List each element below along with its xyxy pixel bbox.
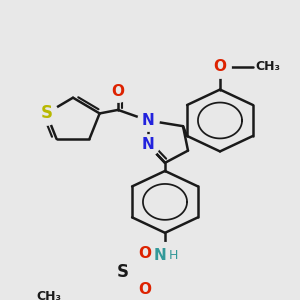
Text: S: S: [117, 263, 129, 281]
Text: N: N: [142, 137, 154, 152]
Text: N: N: [142, 113, 154, 128]
Text: O: O: [112, 84, 124, 99]
Text: H: H: [168, 249, 178, 262]
Text: O: O: [139, 282, 152, 297]
Text: S: S: [40, 104, 52, 122]
Text: CH₃: CH₃: [255, 60, 280, 73]
Text: O: O: [214, 59, 226, 74]
Text: N: N: [154, 248, 166, 263]
Text: O: O: [139, 247, 152, 262]
Text: CH₃: CH₃: [36, 290, 61, 300]
